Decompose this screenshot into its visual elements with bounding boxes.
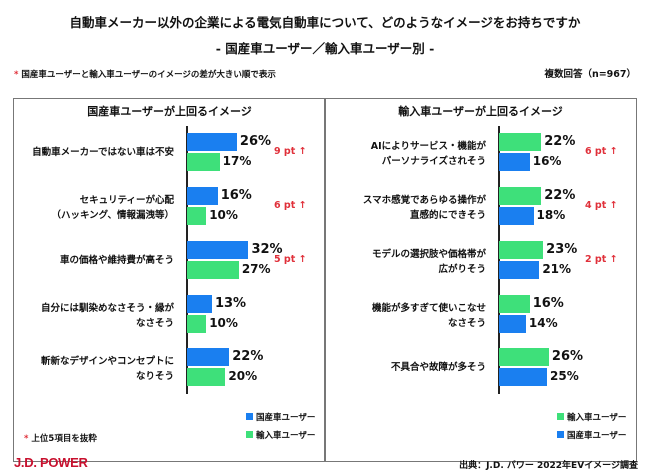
panel-title: 国産車ユーザーが上回るイメージ: [87, 105, 252, 118]
bar-row: セキュリティーが心配 （ハッキング、情報漏洩等） 16% 10% 6 pt ↑: [14, 187, 325, 227]
bar-domestic: [499, 261, 540, 279]
category-label: AIによりサービス・機能が パーソナライズされそう: [370, 141, 486, 167]
note-star: *: [14, 70, 19, 80]
value-label: 16%: [220, 188, 252, 203]
legend-item: 国産車ユーザー: [557, 429, 626, 441]
bar-import: [187, 368, 226, 386]
bar-domestic: [499, 207, 534, 225]
sample-size: 複数回答（n=967）: [544, 69, 636, 80]
value-label: 23%: [546, 242, 578, 257]
bar-row: AIによりサービス・機能が パーソナライズされそう 22% 16% 6 pt ↑: [325, 133, 636, 173]
bar-domestic: [187, 133, 237, 151]
jd-power-logo: J.D. POWER: [14, 455, 88, 470]
bar-row: 自分には馴染めなさそう・縁が なさそう 13% 10%: [14, 295, 325, 335]
bar-import: [499, 348, 549, 366]
value-label: 22%: [544, 188, 576, 203]
legend-label: 輸入車ユーザー: [567, 413, 627, 423]
bar-domestic: [499, 153, 530, 171]
value-label: 21%: [542, 262, 572, 276]
value-label: 32%: [251, 242, 283, 257]
value-label: 16%: [532, 296, 564, 311]
diff-label: 5 pt ↑: [274, 254, 307, 265]
value-label: 13%: [214, 296, 247, 311]
bar-import: [187, 153, 220, 171]
diff-label: 6 pt ↑: [274, 200, 307, 211]
value-label: 25%: [550, 369, 579, 383]
bar-row: 機能が多すぎて使いこなせ なさそう 16% 14%: [325, 295, 636, 335]
note-text: 国産車ユーザーと輸入車ユーザーのイメージの差が大きい順で表示: [21, 70, 276, 80]
chart-title: 自動車メーカー以外の企業による電気自動車について、どのようなイメージをお持ちです…: [69, 15, 581, 30]
legend-label: 国産車ユーザー: [256, 413, 316, 423]
bar-row: 自動車メーカーではない車は不安 26% 17% 9 pt ↑: [14, 133, 325, 173]
value-label: 22%: [232, 349, 264, 364]
category-label: 機能が多すぎて使いこなせ なさそう: [371, 303, 486, 329]
value-label: 16%: [532, 154, 562, 168]
legend-item: 輸入車ユーザー: [557, 411, 626, 423]
source: 出典：J.D. パワー 2022年EVイメージ調査: [459, 461, 638, 471]
diff-label: 6 pt ↑: [585, 146, 618, 157]
bar-import: [187, 315, 207, 333]
legend-item: 国産車ユーザー: [246, 411, 315, 423]
diff-label: 2 pt ↑: [585, 254, 618, 265]
value-label: 17%: [222, 154, 252, 168]
category-label: 自分には馴染めなさそう・縁が なさそう: [40, 303, 174, 329]
bar-domestic: [187, 348, 230, 366]
category-label: 不具合や故障が多そう: [390, 362, 486, 373]
panel-title: 輸入車ユーザーが上回るイメージ: [398, 105, 563, 118]
bar-domestic: [187, 295, 212, 313]
legend-swatch: [557, 413, 564, 420]
legend-swatch: [557, 431, 564, 438]
bar-import: [499, 295, 530, 313]
bar-import: [499, 133, 542, 151]
note-star: *: [24, 434, 29, 444]
footnote-text: 上位5項目を抜粋: [31, 434, 97, 444]
value-label: 22%: [544, 134, 576, 149]
bar-domestic: [187, 187, 218, 205]
bar-domestic: [499, 368, 547, 386]
bar-import: [187, 261, 239, 279]
axis-line: [186, 126, 188, 394]
panel-import: 輸入車ユーザーが上回るイメージ AIによりサービス・機能が パーソナライズされそ…: [324, 98, 637, 462]
value-label: 14%: [528, 316, 558, 330]
axis-line: [498, 126, 500, 394]
value-label: 26%: [239, 134, 272, 149]
legend-label: 輸入車ユーザー: [256, 431, 316, 441]
category-label: 自動車メーカーではない車は不安: [32, 147, 174, 158]
bar-domestic: [499, 315, 526, 333]
bar-row: モデルの選択肢や価格帯が 広がりそう 23% 21% 2 pt ↑: [325, 241, 636, 281]
category-label: スマホ感覚であらゆる操作が 直感的にできそう: [362, 195, 486, 221]
legend-label: 国産車ユーザー: [567, 431, 627, 441]
sort-note: * 国産車ユーザーと輸入車ユーザーのイメージの差が大きい順で表示: [14, 68, 276, 80]
bar-import: [499, 187, 542, 205]
bar-import: [187, 207, 207, 225]
value-label: 26%: [551, 349, 584, 364]
value-label: 10%: [209, 316, 238, 330]
legend-swatch: [246, 431, 253, 438]
category-label: 車の価格や維持費が高そう: [59, 255, 174, 266]
bar-row: 斬新なデザインやコンセプトに なりそう 22% 20%: [14, 348, 325, 388]
category-label: 斬新なデザインやコンセプトに なりそう: [40, 356, 174, 382]
category-label: モデルの選択肢や価格帯が 広がりそう: [371, 249, 486, 275]
bar-domestic: [187, 241, 249, 259]
bar-row: 車の価格や維持費が高そう 32% 27% 5 pt ↑: [14, 241, 325, 281]
category-label: セキュリティーが心配 （ハッキング、情報漏洩等）: [51, 195, 174, 221]
bar-row: スマホ感覚であらゆる操作が 直感的にできそう 22% 18% 4 pt ↑: [325, 187, 636, 227]
legend-item: 輸入車ユーザー: [246, 429, 315, 441]
footnote: * 上位5項目を抜粋: [24, 432, 97, 444]
value-label: 20%: [228, 369, 258, 383]
bar-import: [499, 241, 544, 259]
chart-subtitle: - 国産車ユーザー／輸入車ユーザー別 -: [215, 41, 435, 56]
value-label: 18%: [536, 208, 566, 222]
legend-swatch: [246, 413, 253, 420]
diff-label: 4 pt ↑: [585, 200, 618, 211]
value-label: 27%: [241, 262, 271, 276]
value-label: 10%: [209, 208, 238, 222]
diff-label: 9 pt ↑: [274, 146, 307, 157]
bar-row: 不具合や故障が多そう 26% 25%: [325, 348, 636, 388]
panel-domestic: 国産車ユーザーが上回るイメージ * 上位5項目を抜粋 自動車メーカーではない車は…: [13, 98, 326, 462]
